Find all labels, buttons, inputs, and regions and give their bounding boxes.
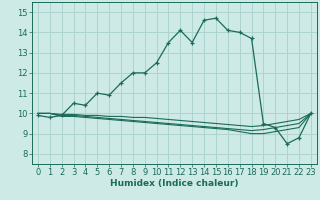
X-axis label: Humidex (Indice chaleur): Humidex (Indice chaleur) [110,179,239,188]
